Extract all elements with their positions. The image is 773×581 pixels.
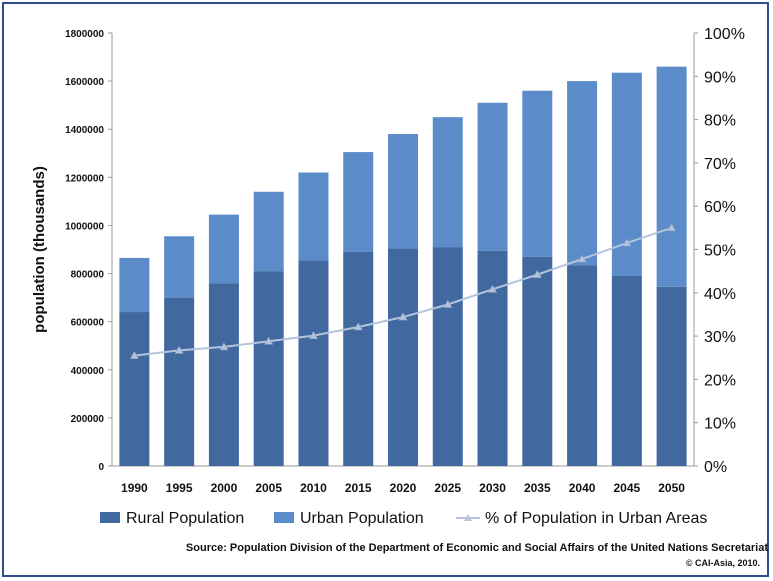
y-tick-label: 800000: [71, 270, 105, 281]
bar-urban: [522, 90, 553, 257]
bar-urban: [477, 102, 508, 251]
y2-tick-label: 20%: [704, 372, 736, 389]
bar-rural: [253, 271, 284, 466]
y2-tick-label: 100%: [704, 26, 745, 43]
bar-urban: [253, 191, 284, 272]
bar-urban: [432, 117, 463, 248]
y-tick-label: 1400000: [65, 125, 104, 136]
legend-marker-percent: [464, 514, 472, 521]
bar-rural: [298, 260, 329, 466]
line-point-marker: [398, 312, 408, 321]
y2-tick-label: 80%: [704, 113, 736, 130]
x-tick-label: 2000: [211, 481, 238, 495]
x-tick-label: 2025: [434, 481, 461, 495]
line-point-marker: [667, 223, 677, 232]
line-point-marker: [174, 345, 184, 354]
y-tick-label: 1600000: [65, 77, 104, 88]
line-point-marker: [308, 331, 318, 339]
bar-urban: [164, 236, 195, 298]
line-point-marker: [532, 270, 542, 278]
y2-tick-label: 40%: [704, 286, 736, 303]
bar-rural: [432, 247, 463, 466]
bar-rural: [388, 248, 418, 466]
legend-label-urban: Urban Population: [300, 510, 424, 527]
y2-tick-label: 90%: [704, 69, 736, 86]
y-tick-label: 1000000: [65, 221, 104, 232]
y-axis-label: population (thousands): [31, 166, 48, 333]
line-point-marker: [129, 350, 139, 359]
bar-urban: [388, 134, 418, 249]
line-point-marker: [353, 322, 363, 331]
bar-rural: [567, 265, 598, 466]
x-tick-label: 2005: [255, 481, 282, 495]
bar-rural: [477, 250, 508, 466]
x-tick-label: 2045: [613, 481, 640, 495]
y2-tick-label: 70%: [704, 156, 736, 173]
y-tick-label: 400000: [71, 366, 105, 377]
bar-rural: [208, 283, 239, 466]
copyright-credit: © CAI-Asia, 2010.: [686, 558, 760, 568]
bar-rural: [164, 297, 195, 466]
y-tick-label: 0: [98, 462, 104, 473]
legend-label-percent: % of Population in Urban Areas: [485, 510, 707, 527]
x-tick-label: 2035: [524, 481, 551, 495]
bar-urban: [298, 172, 329, 261]
legend-label-rural: Rural Population: [126, 510, 244, 527]
line-point-marker: [577, 254, 587, 263]
legend-swatch-urban: [274, 512, 294, 523]
y2-tick-label: 60%: [704, 199, 736, 216]
y2-tick-label: 0%: [704, 459, 727, 476]
bar-rural: [119, 312, 150, 466]
bar-rural: [656, 286, 687, 466]
line-point-marker: [219, 342, 229, 351]
y-tick-label: 600000: [71, 318, 105, 329]
bar-rural: [522, 256, 553, 466]
x-tick-label: 2040: [569, 481, 596, 495]
x-tick-label: 2015: [345, 481, 372, 495]
y-tick-label: 200000: [71, 414, 105, 425]
x-tick-label: 2020: [390, 481, 417, 495]
legend-swatch-rural: [100, 512, 120, 523]
y2-tick-label: 30%: [704, 329, 736, 346]
y-tick-label: 1800000: [65, 29, 104, 40]
bar-rural: [343, 251, 374, 466]
bar-urban: [208, 214, 239, 284]
x-tick-label: 1990: [121, 481, 148, 495]
line-point-marker: [443, 299, 453, 308]
line-point-marker: [264, 336, 274, 345]
y-tick-label: 1200000: [65, 173, 104, 184]
bar-rural: [611, 275, 642, 466]
bar-urban: [343, 152, 374, 252]
y2-tick-label: 10%: [704, 416, 736, 433]
x-tick-label: 2010: [300, 481, 327, 495]
line-point-marker: [622, 238, 632, 247]
y2-tick-label: 50%: [704, 243, 736, 260]
line-point-marker: [488, 284, 498, 293]
bar-urban: [567, 81, 598, 266]
x-tick-label: 2030: [479, 481, 506, 495]
bar-urban: [119, 257, 150, 313]
source-note: Source: Population Division of the Depar…: [186, 542, 768, 554]
bar-urban: [656, 66, 687, 287]
x-tick-label: 1995: [166, 481, 193, 495]
x-tick-label: 2050: [658, 481, 685, 495]
